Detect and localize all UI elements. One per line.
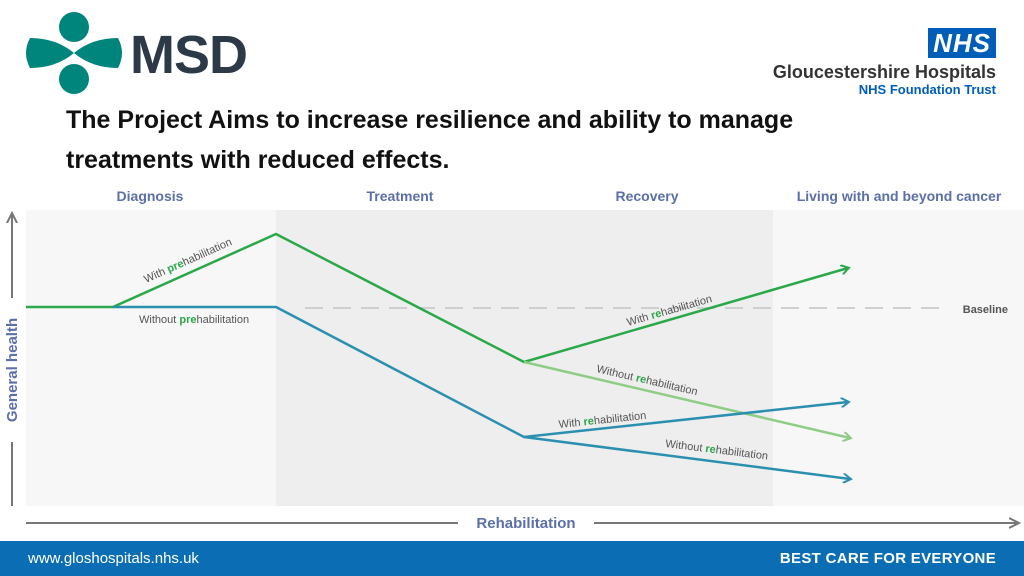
phase-label-living-beyond: Living with and beyond cancer: [797, 188, 1002, 204]
nhs-badge: NHS: [928, 28, 996, 58]
page-title-line-2: treatments with reduced effects.: [66, 146, 450, 174]
baseline-label: Baseline: [963, 304, 1008, 316]
x-axis-label: Rehabilitation: [476, 515, 575, 532]
nhs-organisation-name: Gloucestershire Hospitals: [772, 62, 996, 82]
page-title: The Project Aims to increase resilience …: [66, 100, 926, 180]
panel-treatment-recovery: [276, 210, 773, 506]
panel-living-beyond: [773, 210, 1024, 506]
nhs-logo: NHS Gloucestershire Hospitals NHS Founda…: [736, 28, 996, 100]
phase-label-treatment: Treatment: [367, 188, 434, 204]
health-pathway-diagram: Diagnosis Treatment Recovery Living with…: [4, 188, 1024, 532]
line-without-rehab-no-prehab: [523, 435, 850, 479]
phase-label-diagnosis: Diagnosis: [117, 188, 184, 204]
y-axis-label: General health: [4, 318, 21, 422]
footer-website-link[interactable]: www.gloshospitals.nhs.uk: [28, 550, 199, 567]
msd-emblem-icon: [26, 12, 122, 94]
page-title-line-1: The Project Aims to increase resilience …: [66, 106, 794, 134]
label-with-rehabilitation-lower: With rehabilitation: [558, 410, 647, 431]
line-without-prehabilitation: [113, 305, 848, 439]
msd-logo: MSD: [26, 12, 256, 94]
line-with-prehabilitation: [26, 232, 848, 364]
panel-diagnosis: [26, 210, 276, 506]
footer-bar: www.gloshospitals.nhs.uk BEST CARE FOR E…: [0, 541, 1024, 576]
line-without-rehab-after-prehab: [523, 360, 850, 438]
phase-label-recovery: Recovery: [615, 188, 678, 204]
footer-motto: BEST CARE FOR EVERYONE: [779, 550, 996, 567]
msd-wordmark: MSD: [130, 25, 248, 85]
label-without-prehabilitation: Without prehabilitation: [139, 314, 249, 326]
nhs-trust-name: NHS Foundation Trust: [858, 82, 996, 97]
